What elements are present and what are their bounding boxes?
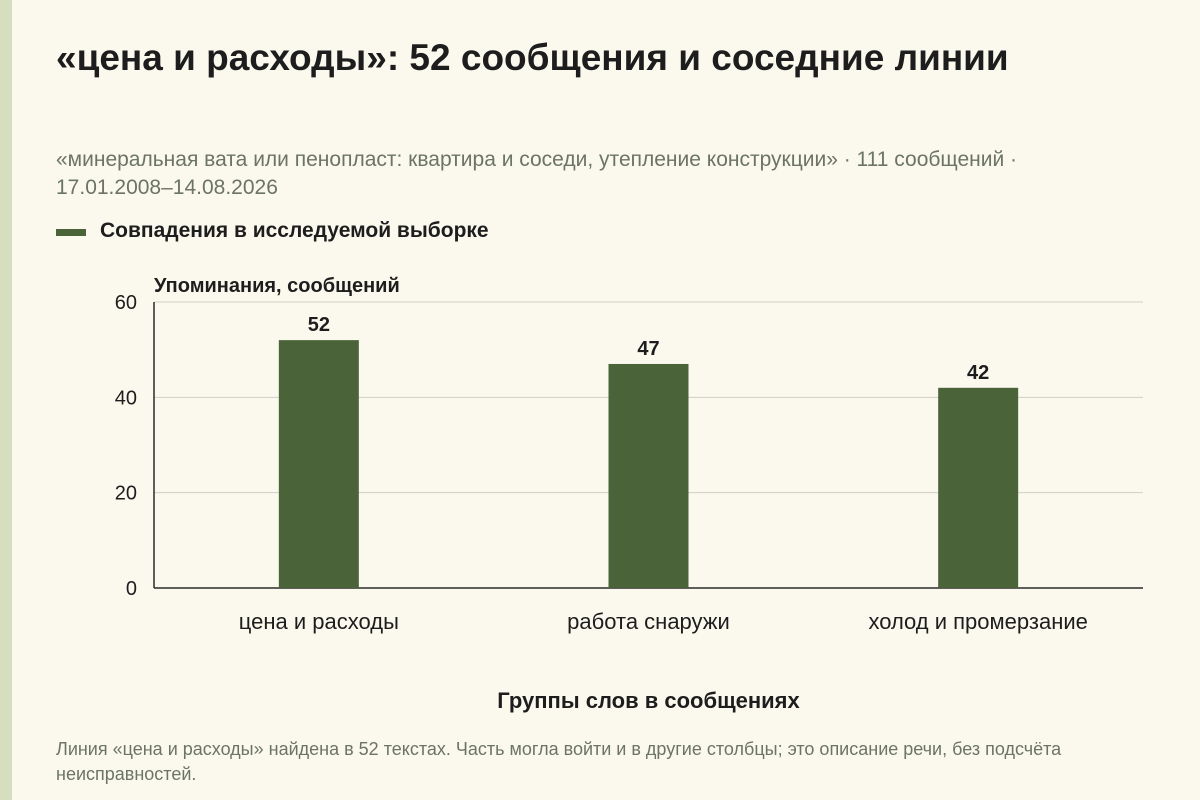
y-tick-label: 40 [115,387,137,409]
data-label: 42 [967,362,989,384]
data-label: 52 [308,314,330,336]
x-tick-label: работа снаружи [567,609,730,634]
x-tick-label: холод и промерзание [868,609,1087,634]
legend-swatch [56,228,86,236]
legend-label: Совпадения в исследуемой выборке [100,219,489,242]
y-tick-label: 0 [126,578,137,600]
bar [278,340,359,588]
bar [938,387,1019,588]
data-label: 47 [637,338,659,360]
y-axis-title: Упоминания, сообщений [154,275,400,297]
chart-title: «цена и расходы»: 52 сообщения и соседни… [56,37,1009,78]
y-tick-label: 60 [115,292,137,314]
footnote: Линия «цена и расходы» найдена в 52 текс… [56,739,1062,784]
y-tick-label: 20 [115,483,137,505]
x-axis-title: Группы слов в сообщениях [497,688,800,713]
x-tick-label: цена и расходы [239,609,399,634]
chart-subtitle: «минеральная вата или пенопласт: квартир… [56,148,1018,199]
left-accent-bar [0,0,12,800]
legend: Совпадения в исследуемой выборке [56,219,489,243]
bar [608,363,689,588]
